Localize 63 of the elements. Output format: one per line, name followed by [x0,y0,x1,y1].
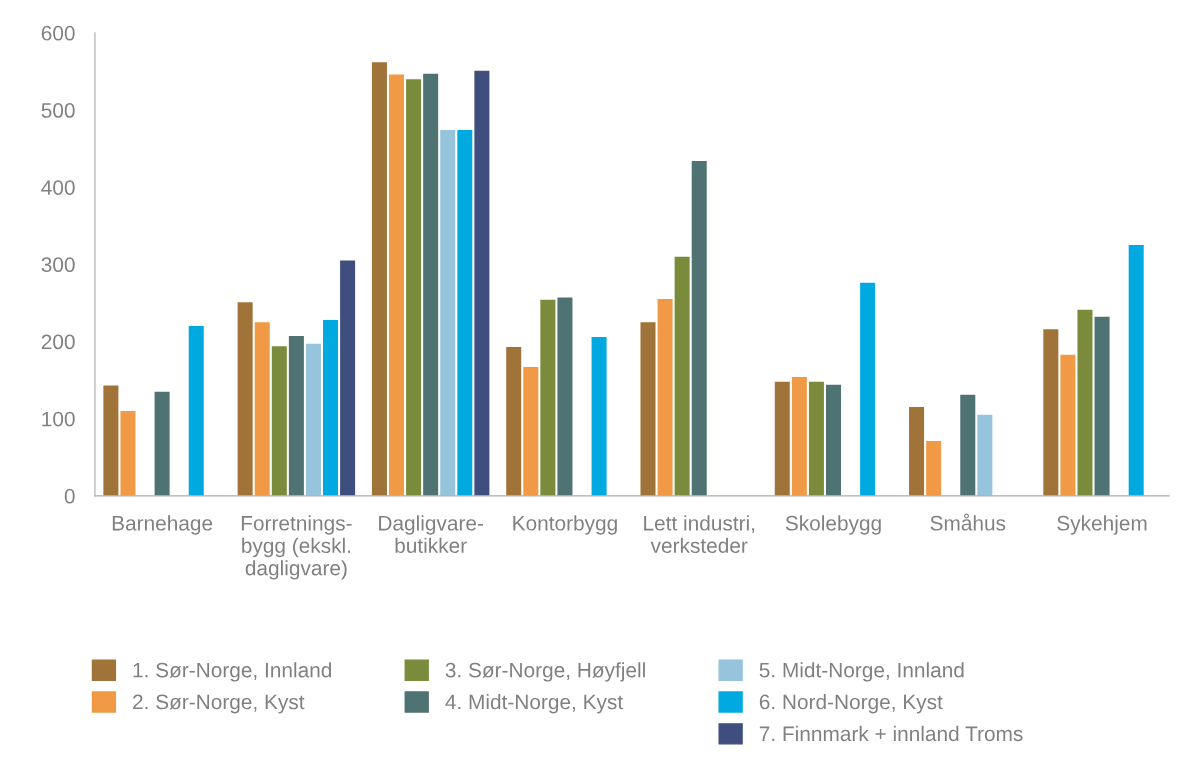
bar [791,377,807,496]
bar [977,414,993,496]
y-tick-label: 200 [41,334,75,350]
bar [474,70,490,496]
bar [640,322,656,496]
bar [691,160,707,496]
y-tick-label: 600 [41,25,75,41]
bar [926,441,942,496]
bar [1043,329,1059,496]
legend-label: 2. Sør-Norge, Kyst [133,694,305,714]
bar [188,326,204,496]
bar [523,366,539,496]
bar [371,62,387,496]
y-tick-label: 100 [42,411,75,427]
bar [103,385,119,496]
bar [423,73,439,496]
bar [540,299,556,496]
y-tick-label: 500 [41,103,75,118]
legend-label: 5. Midt-Norge, Innland [759,662,964,682]
x-tick-label: Forretnings- bygg (ekskl. dagligvare) [241,515,352,580]
legend-label: 7. Finnmark + innland Troms [759,725,1023,742]
bar [1077,309,1093,496]
y-tick-label: 400 [41,180,75,195]
y-tick-label: 300 [41,257,75,273]
bar [1060,354,1076,496]
bar [440,130,456,496]
bar [860,282,876,496]
bar [154,391,170,496]
bar [825,384,842,496]
x-tick-label: Lett industri, verksteder [644,515,755,554]
legend-label: 6. Nord-Norge, Kyst [759,694,943,714]
bar [406,79,422,496]
x-tick-label: Småhus [930,513,1006,531]
bar [774,381,790,496]
bar [960,394,976,496]
bar [305,343,321,496]
x-tick-label: Skolebygg [785,515,881,535]
bar [1094,316,1110,496]
bar [1128,245,1144,496]
bar [808,381,824,496]
bar [254,322,270,496]
bar [288,336,304,496]
legend-label: 4. Midt-Norge, Kyst [445,694,623,714]
bar [389,74,405,496]
y-tick-label: 0 [64,488,75,504]
x-tick-label: Barnehage [112,515,213,535]
bar [506,346,522,496]
x-tick-label: Sykehjem [1057,515,1147,535]
bar [674,256,690,496]
bar [323,319,339,496]
bar [120,410,136,496]
x-tick-label: Kontorbygg [513,515,617,535]
bar [591,336,607,496]
bar [340,260,356,496]
bar [271,346,287,496]
x-tick-label: Dagligvare- butikker [379,515,483,554]
bar [909,407,925,496]
bar [557,297,573,496]
legend-label: 1. Sør-Norge, Innland [133,662,332,682]
bar [657,299,673,496]
bar [237,302,253,496]
legend-label: 3. Sør-Norge, Høyfjell [445,662,645,682]
bar [457,130,473,496]
